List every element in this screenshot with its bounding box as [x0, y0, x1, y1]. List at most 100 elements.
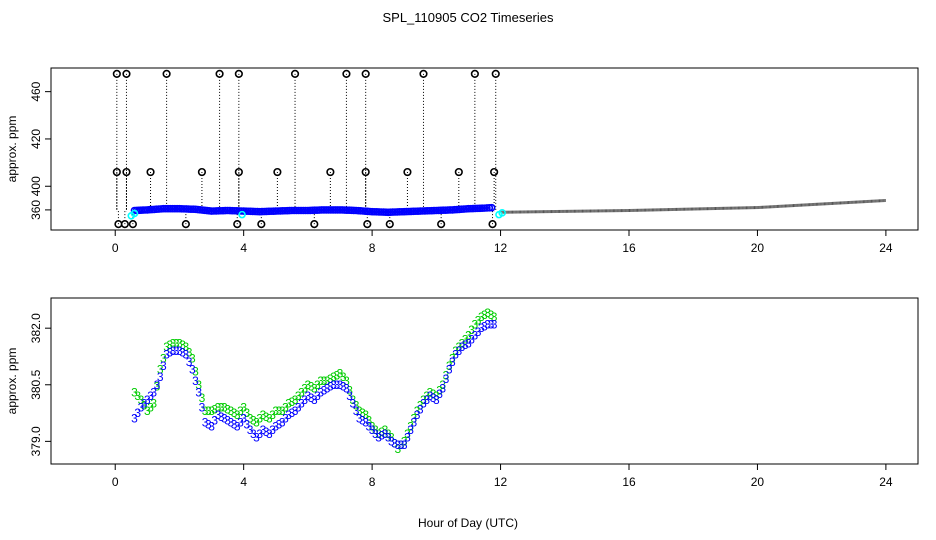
- series-marker: 3: [385, 431, 392, 445]
- trend-dot: [837, 201, 839, 205]
- trend-dot: [541, 210, 543, 214]
- series-marker: 3: [436, 387, 443, 401]
- series-marker: 3: [404, 431, 411, 445]
- trend-dot: [577, 209, 579, 213]
- series-marker: 3: [446, 359, 453, 373]
- trend-dot: [725, 206, 727, 210]
- trend-dot: [830, 201, 832, 205]
- series-marker: 3: [433, 389, 440, 403]
- trend-dot: [516, 210, 518, 214]
- trend-dot: [850, 200, 852, 204]
- series-marker: 3: [459, 336, 466, 350]
- trend-dot: [721, 206, 723, 210]
- series-marker: 3: [356, 404, 363, 418]
- outlier-circle: [403, 167, 412, 177]
- trend-dot: [867, 199, 869, 203]
- trend-dot: [698, 207, 700, 211]
- series-marker: 3: [375, 431, 382, 445]
- trend-dot: [569, 209, 571, 213]
- trend-dot: [656, 208, 658, 212]
- series-marker: 3: [321, 374, 328, 388]
- trend-dot: [828, 202, 830, 206]
- series-marker: 3: [350, 397, 357, 411]
- trend-dot: [693, 207, 695, 211]
- trend-dot: [768, 205, 770, 209]
- trend-dot: [860, 200, 862, 204]
- series-marker: 3: [192, 374, 199, 388]
- trend-dot: [861, 200, 863, 204]
- outlier-circle: [488, 219, 497, 229]
- trend-dot: [633, 208, 635, 212]
- trend-dot: [568, 209, 570, 213]
- series-marker: 3: [455, 344, 462, 358]
- series-marker: 3: [260, 408, 267, 422]
- trend-dot: [809, 203, 811, 207]
- trend-dot: [551, 210, 553, 214]
- series-marker: 3: [163, 348, 170, 362]
- outlier-circle: [215, 69, 224, 79]
- series-marker: 3: [166, 346, 173, 360]
- trend-dot: [748, 206, 750, 210]
- trend-dot: [584, 209, 586, 213]
- series-marker: 3: [189, 363, 196, 377]
- series-marker: 3: [462, 338, 469, 352]
- trend-dot: [634, 208, 636, 212]
- outlier-circle: [454, 167, 463, 177]
- series-marker: 3: [417, 399, 424, 413]
- outlier-circle: [310, 219, 319, 229]
- series-marker: 3: [478, 321, 485, 335]
- trend-dot: [532, 210, 534, 214]
- trend-dot: [512, 210, 514, 214]
- trend-dot: [643, 208, 645, 212]
- trend-dot: [653, 208, 655, 212]
- series-marker: 3: [308, 391, 315, 405]
- trend-dot: [880, 199, 882, 203]
- trend-dot: [879, 199, 881, 203]
- series-marker: 3: [491, 310, 498, 324]
- trend-dot: [794, 204, 796, 208]
- trend-dot: [544, 210, 546, 214]
- trend-dot: [851, 200, 853, 204]
- series-marker: 3: [179, 346, 186, 360]
- series-marker: 3: [247, 423, 254, 437]
- outlier-circle: [326, 167, 335, 177]
- trend-dot: [869, 199, 871, 203]
- series-marker: 3: [215, 408, 222, 422]
- outlier-circle: [234, 69, 243, 79]
- trend-dot: [815, 202, 817, 206]
- trend-dot: [549, 210, 551, 214]
- trend-dot: [844, 201, 846, 205]
- series-marker: 3: [211, 414, 218, 428]
- trend-dot: [825, 202, 827, 206]
- series-marker: 3: [227, 404, 234, 418]
- trend-dot: [522, 210, 524, 214]
- trend-dot: [536, 210, 538, 214]
- trend-dot: [789, 204, 791, 208]
- series-marker: 3: [147, 400, 154, 414]
- series-marker: 3: [292, 404, 299, 418]
- trend-dot: [758, 205, 760, 209]
- trend-dot: [595, 209, 597, 213]
- trend-dot: [576, 209, 578, 213]
- y-tick-label: 360: [29, 200, 43, 220]
- trend-dot: [663, 208, 665, 212]
- trend-dot: [586, 209, 588, 213]
- x-tick-label: 8: [369, 241, 376, 255]
- outlier-circle: [290, 69, 300, 79]
- co2-cyan-point: [498, 209, 506, 217]
- trend-dot: [639, 208, 641, 212]
- trend-dot: [720, 206, 722, 210]
- series-marker: 3: [346, 383, 353, 397]
- trend-dot: [820, 202, 822, 206]
- series-marker: 3: [253, 416, 260, 430]
- series-marker: 3: [388, 434, 395, 448]
- x-tick-label: 24: [879, 475, 893, 489]
- trend-dot: [525, 210, 527, 214]
- series-marker: 3: [443, 368, 450, 382]
- trend-dot: [750, 206, 752, 210]
- trend-dot: [564, 209, 566, 213]
- series-marker: 3: [427, 389, 434, 403]
- trend-dot: [724, 206, 726, 210]
- series-marker: 3: [173, 344, 180, 358]
- trend-dot: [751, 206, 753, 210]
